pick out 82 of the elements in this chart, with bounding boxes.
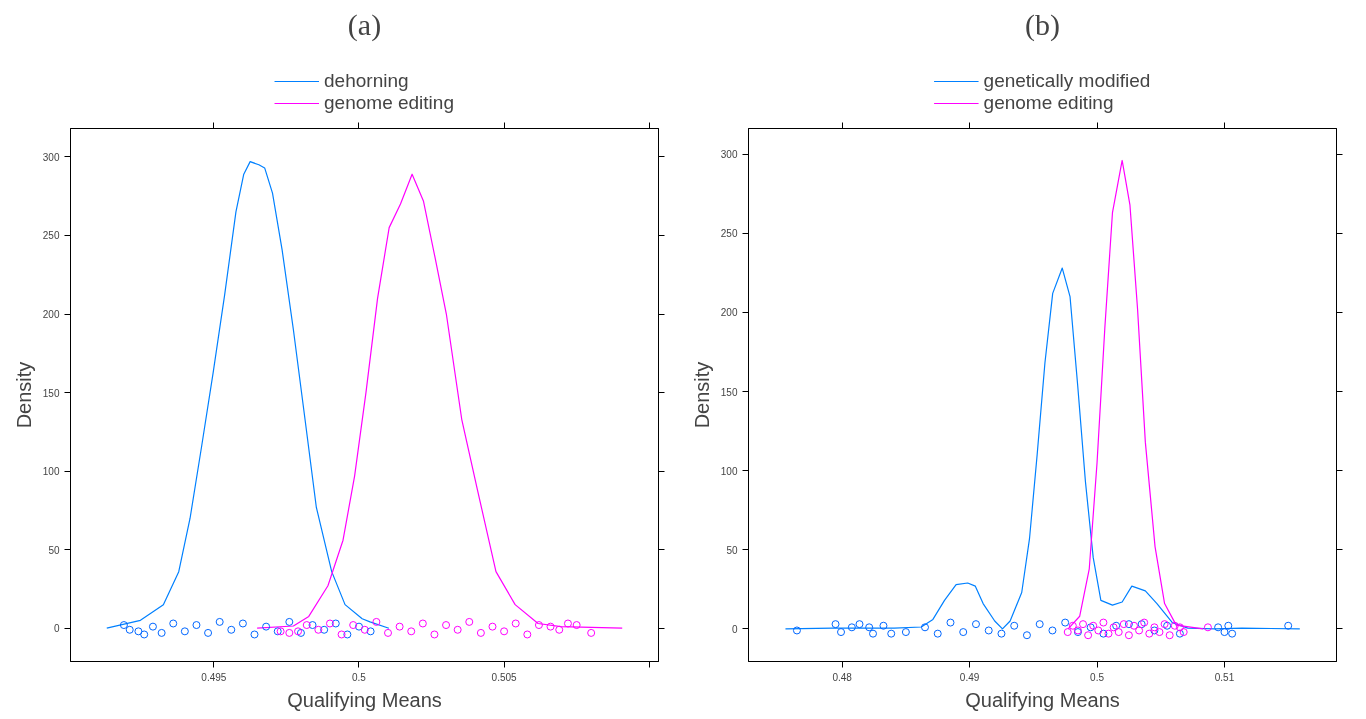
x-tick-label: 0.495 <box>201 671 227 683</box>
point <box>1284 621 1293 630</box>
point <box>901 628 910 637</box>
y-tick-label: 50 <box>726 544 738 556</box>
y-tick-label: 50 <box>48 544 60 556</box>
point <box>1170 621 1179 630</box>
point <box>1010 621 1019 630</box>
point <box>1099 629 1108 638</box>
y-tick-label: 300 <box>42 151 60 163</box>
point <box>1220 628 1229 637</box>
point <box>1175 629 1184 638</box>
point <box>869 629 878 638</box>
x-axis-title: Qualifying Means <box>965 688 1120 711</box>
x-tick-label: 0.505 <box>491 671 518 683</box>
y-tick-label: 0 <box>731 623 738 635</box>
x-tick-label: 0.5 <box>352 671 367 683</box>
chart-title: (b) <box>1025 7 1060 42</box>
y-tick-label: 0 <box>53 623 60 635</box>
point <box>1228 629 1237 638</box>
point <box>1179 628 1188 637</box>
point <box>946 618 955 627</box>
line-series <box>784 267 1301 630</box>
point <box>997 629 1006 638</box>
point <box>1203 623 1212 632</box>
point <box>847 623 856 632</box>
point <box>887 629 896 638</box>
point <box>879 621 888 630</box>
x-axis-title: Qualifying Means <box>287 688 442 711</box>
legend-label: dehorning <box>324 70 409 92</box>
chart-title: (a) <box>347 7 382 42</box>
point <box>831 620 840 629</box>
y-tick-label: 150 <box>42 387 60 399</box>
point <box>855 620 864 629</box>
point <box>1145 629 1154 638</box>
y-tick-label: 100 <box>42 466 60 478</box>
point <box>921 623 929 632</box>
point <box>1175 623 1184 632</box>
point <box>959 628 968 637</box>
y-tick-label: 250 <box>720 228 738 240</box>
point <box>1135 626 1144 635</box>
point <box>1099 618 1108 627</box>
y-axis-title: Density <box>690 361 713 429</box>
y-tick-label: 150 <box>720 386 738 398</box>
point <box>1104 629 1113 638</box>
point <box>1061 618 1070 627</box>
point <box>865 623 874 632</box>
point <box>933 629 942 638</box>
y-tick-label: 250 <box>42 230 60 242</box>
point <box>971 620 980 629</box>
legend-label: genome editing <box>324 92 454 114</box>
legend-label: genetically modified <box>983 70 1151 92</box>
point <box>1114 628 1123 637</box>
y-tick-label: 100 <box>720 465 738 477</box>
point <box>1035 620 1044 629</box>
point <box>792 626 801 635</box>
point <box>1048 626 1057 635</box>
point <box>1165 631 1174 640</box>
point <box>1155 628 1164 637</box>
y-axis-title: Density <box>12 361 35 429</box>
point <box>1214 623 1223 632</box>
x-tick-label: 0.51 <box>1214 671 1235 683</box>
y-tick-label: 200 <box>42 309 60 321</box>
point <box>1130 621 1138 630</box>
point <box>1094 626 1103 635</box>
point <box>837 628 846 637</box>
y-tick-label: 300 <box>720 149 738 161</box>
point <box>1063 628 1072 637</box>
point <box>1079 620 1088 629</box>
y-tick-label: 200 <box>720 307 738 319</box>
point <box>1068 621 1077 630</box>
point <box>1022 631 1031 640</box>
x-tick-label: 0.5 <box>1090 671 1105 683</box>
x-tick-label: 0.48 <box>832 671 853 683</box>
point <box>1124 620 1133 629</box>
x-tick-label: 0.49 <box>959 671 980 683</box>
point <box>1124 631 1133 640</box>
point <box>1084 631 1093 640</box>
line-series <box>106 161 390 629</box>
point <box>1119 620 1128 629</box>
point <box>984 626 993 635</box>
legend-label: genome editing <box>983 92 1114 114</box>
point <box>1224 621 1233 630</box>
